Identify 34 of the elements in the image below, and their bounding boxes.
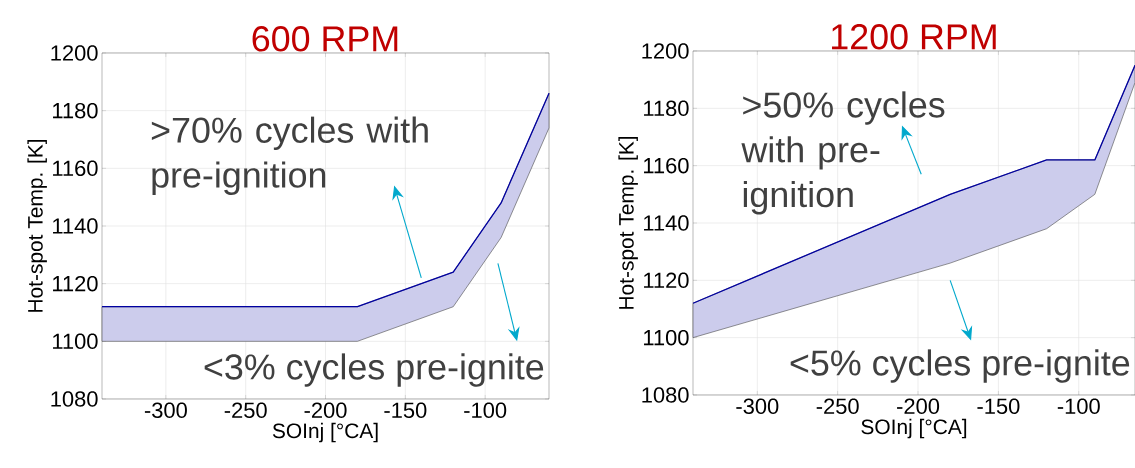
- y-tick-label: 1120: [644, 272, 689, 289]
- y-tick-label: 1120: [53, 275, 98, 292]
- chart-title: 600 RPM: [252, 26, 398, 52]
- y-tick-label: 1200: [642, 43, 689, 59]
- annotation: <3% cycles pre-ignite: [204, 353, 544, 387]
- y-tick-label: 1140: [53, 218, 98, 234]
- x-tick-label: -150: [384, 402, 427, 419]
- y-tick-label: 1080: [51, 391, 98, 407]
- y-tick-label: 1160: [644, 157, 689, 174]
- y-tick-label: 1160: [53, 160, 98, 177]
- y-tick-label: 1140: [644, 215, 689, 231]
- x-tick-label: -100: [1057, 398, 1100, 415]
- annotation: >50% cycles with pre-ignition: [741, 91, 945, 215]
- y-tick-label: 1100: [53, 333, 98, 350]
- x-tick-label: -300: [736, 398, 779, 415]
- x-tick-label: -250: [224, 402, 267, 419]
- x-tick-label: -150: [977, 398, 1020, 415]
- x-tick-label: -100: [464, 402, 507, 419]
- y-tick-label: 1080: [642, 387, 689, 403]
- y-axis-title: Hot-spot Temp. [K]: [618, 136, 638, 309]
- annotation: >70% cycles with pre-ignition: [151, 116, 428, 195]
- x-tick-label: -200: [897, 398, 940, 415]
- x-tick-label: -300: [144, 402, 187, 419]
- chart-title: 1200 RPM: [832, 24, 996, 50]
- y-tick-label: 1200: [51, 45, 98, 61]
- y-tick-label: 1100: [644, 329, 689, 346]
- y-tick-label: 1180: [644, 100, 689, 117]
- y-tick-label: 1180: [53, 102, 98, 119]
- x-axis-title: SOInj [°CA]: [272, 422, 378, 443]
- x-axis-title: SOInj [°CA]: [861, 418, 967, 439]
- x-tick-label: -250: [816, 398, 859, 415]
- annotation: <5% cycles pre-ignite: [790, 349, 1130, 383]
- y-axis-title: Hot-spot Temp. [K]: [27, 139, 47, 312]
- x-tick-label: -200: [304, 402, 347, 419]
